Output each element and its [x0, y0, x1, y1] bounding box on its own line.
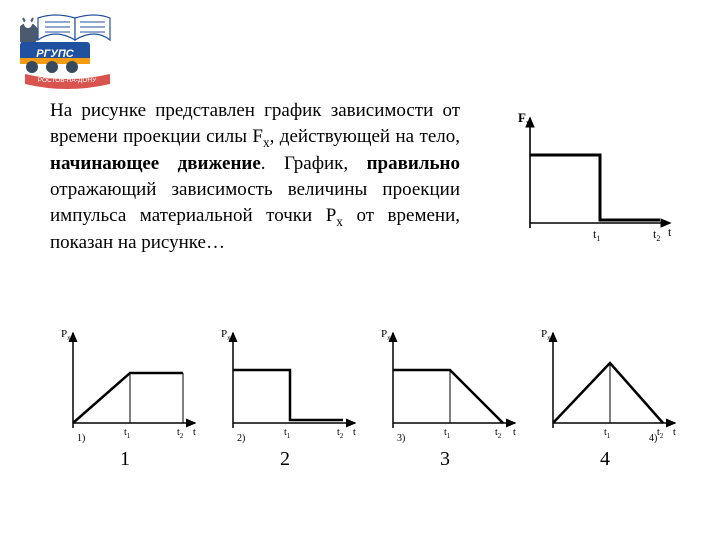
- opt3-tag: 3): [397, 433, 405, 444]
- svg-text:t1: t1: [284, 427, 291, 440]
- question-text: На рисунке представлен график зависимост…: [50, 98, 460, 256]
- svg-text:t2: t2: [653, 227, 660, 243]
- answer-options: Px t t1 t2 1) 1 Px t t1 t2 2) 2: [55, 325, 685, 471]
- opt1-tag: 1): [77, 433, 85, 444]
- option-1: Px t t1 t2 1) 1: [55, 325, 205, 471]
- option-1-number: 1: [45, 448, 205, 471]
- svg-text:Fx: Fx: [518, 110, 531, 128]
- svg-text:t1: t1: [604, 427, 611, 440]
- q-part-3: . График,: [261, 153, 367, 174]
- university-logo: РГУПС РОСТОВ-НА-ДОНУ: [20, 10, 115, 95]
- option-2: Px t t1 t2 2) 2: [215, 325, 365, 471]
- option-3-number: 3: [365, 448, 525, 471]
- fx-t1s: 1: [596, 234, 600, 243]
- svg-text:t2: t2: [177, 427, 184, 440]
- q-sub-2: x: [336, 213, 343, 228]
- q-bold-1: начинающее движение: [50, 153, 261, 174]
- svg-text:t2: t2: [495, 427, 502, 440]
- q-sub-1: x: [263, 134, 270, 149]
- opt2-tag: 2): [237, 433, 245, 444]
- svg-text:Px: Px: [221, 328, 231, 342]
- opt4-tag: 4): [649, 433, 657, 444]
- option-2-number: 2: [205, 448, 365, 471]
- svg-text:t2: t2: [657, 427, 664, 440]
- fx-xlabel: t: [668, 225, 672, 239]
- option-4-number: 4: [525, 448, 685, 471]
- svg-text:Px: Px: [381, 328, 391, 342]
- logo-text: РГУПС: [36, 48, 74, 60]
- svg-text:t1: t1: [444, 427, 451, 440]
- opt3-line: [393, 370, 503, 423]
- q-bold-2: правильно: [367, 153, 460, 174]
- svg-text:Px: Px: [61, 328, 71, 342]
- svg-text:t: t: [673, 427, 676, 438]
- opt1-line: [73, 373, 183, 423]
- fx-ylabel: F: [518, 110, 526, 125]
- opt4-line: [553, 363, 663, 423]
- svg-text:t: t: [193, 427, 196, 438]
- option-3: Px t t1 t2 3) 3: [375, 325, 525, 471]
- option-4: Px t t1 t2 4) 4: [535, 325, 685, 471]
- q-part-1: , действующей на тело,: [270, 126, 460, 147]
- opt2-line: [233, 370, 343, 420]
- svg-text:t1: t1: [124, 427, 131, 440]
- fx-line: [530, 155, 660, 220]
- fx-ysub: x: [526, 118, 531, 128]
- svg-text:t: t: [353, 427, 356, 438]
- fx-t2s: 2: [656, 234, 660, 243]
- svg-text:t: t: [513, 427, 516, 438]
- force-time-chart: Fx t t1 t2: [510, 108, 680, 253]
- logo-ribbon-text: РОСТОВ-НА-ДОНУ: [38, 77, 97, 84]
- svg-text:t1: t1: [593, 227, 600, 243]
- svg-text:Px: Px: [541, 328, 551, 342]
- svg-text:t2: t2: [337, 427, 344, 440]
